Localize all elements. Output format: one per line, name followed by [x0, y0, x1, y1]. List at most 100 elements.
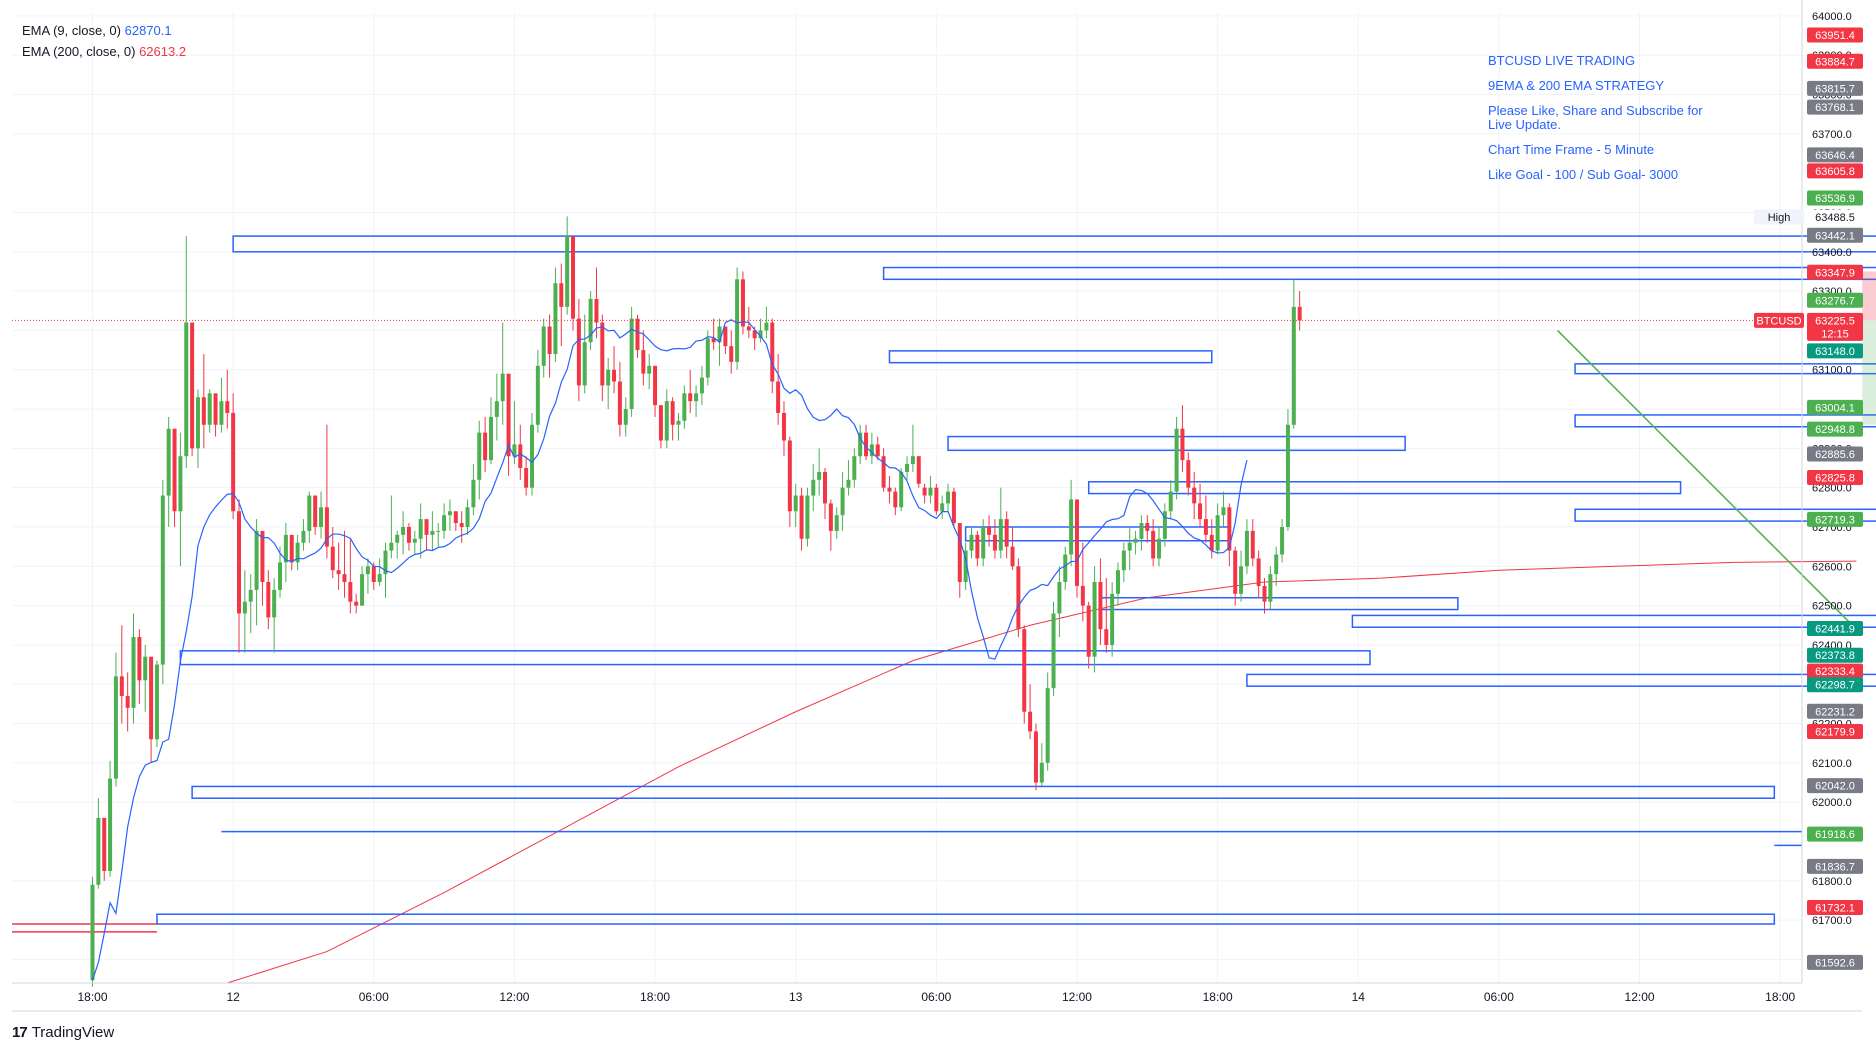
- price-tag-label: 63488.5: [1815, 212, 1855, 224]
- candle-body: [166, 428, 171, 496]
- candle-body: [682, 393, 687, 421]
- candle-body: [582, 342, 587, 386]
- candle-body: [178, 456, 183, 512]
- ema-slow-legend[interactable]: EMA (200, close, 0) 62613.2: [22, 41, 186, 62]
- price-tag-label: 62373.8: [1815, 650, 1855, 662]
- candle-body: [424, 519, 429, 535]
- candle-body: [641, 350, 646, 374]
- price-tag-label: 62333.4: [1815, 666, 1855, 678]
- chart-text-notes[interactable]: BTCUSD LIVE TRADING 9EMA & 200 EMA STRAT…: [1488, 54, 1728, 193]
- candle-body: [1233, 550, 1238, 594]
- candle-body: [418, 519, 423, 539]
- price-tag-label: 62825.8: [1815, 473, 1855, 485]
- price-tag-label: 63536.9: [1815, 193, 1855, 205]
- candle-body: [1262, 585, 1267, 602]
- candle-body: [823, 471, 827, 504]
- candle-body: [647, 365, 652, 374]
- price-tag-label: 62298.7: [1815, 680, 1855, 692]
- price-tick-label: 64000.0: [1812, 11, 1852, 23]
- candle-body: [184, 322, 189, 457]
- high-tag-label: High: [1768, 212, 1791, 224]
- brand-name: TradingView: [31, 1024, 115, 1041]
- ema-200-line-layer: [227, 560, 1857, 984]
- zone-rectangle: [888, 350, 1213, 364]
- candle-body: [1080, 585, 1085, 606]
- candle-body: [969, 534, 974, 551]
- candle-body: [1057, 582, 1062, 614]
- candle-body: [360, 574, 365, 606]
- candle-body: [910, 456, 915, 465]
- candle-body: [1074, 499, 1079, 586]
- candle-body: [588, 298, 593, 343]
- candle-body: [96, 817, 101, 885]
- price-tag-bg: [1807, 826, 1863, 842]
- candle-body: [301, 530, 306, 543]
- candle-body: [594, 298, 599, 323]
- candle-body: [1192, 487, 1197, 504]
- candle-body: [805, 495, 810, 539]
- position-target-zone: [1862, 320, 1876, 425]
- drawing-overlays[interactable]: [12, 271, 1876, 630]
- ema-200-line: [227, 560, 1857, 984]
- price-tag-label: 63768.1: [1815, 102, 1855, 114]
- price-tag-bg: [1807, 53, 1863, 69]
- candle-body: [1022, 629, 1027, 712]
- price-tag-bg: [1807, 80, 1863, 96]
- tradingview-footer[interactable]: 17 TradingView: [12, 1024, 114, 1041]
- candle-body: [1221, 507, 1226, 516]
- candle-body: [401, 526, 406, 535]
- candle-body: [149, 656, 154, 740]
- candle-body: [1039, 762, 1044, 783]
- time-tick-label: 12:00: [1625, 990, 1655, 1004]
- candle-body: [951, 491, 956, 524]
- candle-body: [705, 338, 710, 378]
- candle-body: [1116, 570, 1120, 594]
- price-tick-label: 62000.0: [1812, 797, 1852, 809]
- candle-body: [1127, 542, 1132, 551]
- time-tick-label: 14: [1352, 990, 1366, 1004]
- candle-body: [371, 566, 376, 583]
- note-goal: Like Goal - 100 / Sub Goal- 3000: [1488, 167, 1679, 182]
- price-tick-label: 62800.0: [1812, 483, 1852, 495]
- candle-body: [793, 495, 798, 512]
- candle-body: [459, 523, 464, 527]
- candle-body: [1291, 306, 1296, 425]
- candle-body: [172, 428, 177, 512]
- zone-rectangle: [191, 785, 1776, 799]
- price-tag-label: 63347.9: [1815, 267, 1855, 279]
- position-stop-zone: [1862, 271, 1876, 321]
- candle-body: [383, 550, 388, 575]
- support-resistance-zones[interactable]: [12, 235, 1876, 933]
- price-tag-label: 63884.7: [1815, 56, 1855, 68]
- time-tick-label: 18:00: [640, 990, 670, 1004]
- candle-body: [623, 409, 628, 425]
- price-tag-label: 62948.8: [1815, 424, 1855, 436]
- candle-body: [225, 401, 230, 413]
- ema-9-line-layer: [91, 319, 1248, 981]
- price-tag-label: 61836.7: [1815, 861, 1855, 873]
- candle-body: [893, 491, 898, 508]
- price-tag-bg: [1807, 227, 1863, 243]
- candle-body: [858, 432, 863, 457]
- candle-body: [1244, 530, 1249, 567]
- candle-body: [735, 279, 740, 362]
- time-tick-label: 06:00: [1484, 990, 1514, 1004]
- candle-body: [395, 534, 400, 543]
- candle-body: [787, 440, 792, 512]
- ema-fast-legend[interactable]: EMA (9, close, 0) 62870.1: [22, 20, 186, 41]
- indicator-legend: EMA (9, close, 0) 62870.1 EMA (200, clos…: [22, 20, 186, 62]
- price-tag-bg: [1807, 264, 1863, 280]
- price-tag-label: 63951.4: [1815, 30, 1855, 42]
- price-tag-bg: [1807, 190, 1863, 206]
- price-tag-bg: [1807, 677, 1863, 693]
- candle-body: [283, 534, 288, 563]
- candle-body: [260, 530, 265, 583]
- candle-body: [1162, 511, 1167, 539]
- zone-rectangle: [1351, 614, 1876, 628]
- tradingview-logo-icon: 17: [12, 1024, 28, 1041]
- candle-body: [981, 526, 986, 559]
- candle-body: [963, 550, 968, 583]
- symbol-tag-label: BTCUSD: [1756, 315, 1801, 327]
- candle-body: [1063, 554, 1068, 583]
